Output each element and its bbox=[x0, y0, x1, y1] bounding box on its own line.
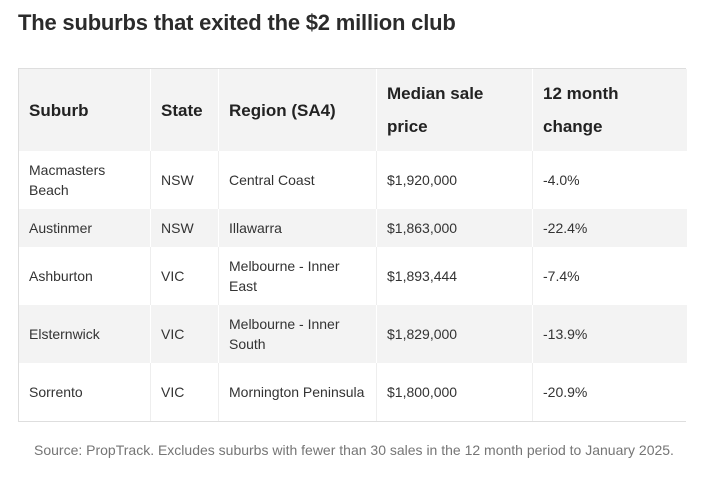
cell-median-price: $1,893,444 bbox=[376, 247, 532, 305]
cell-state: VIC bbox=[150, 363, 218, 421]
cell-suburb: Austinmer bbox=[19, 209, 150, 247]
table-header-row: Suburb State Region (SA4) Median sale pr… bbox=[19, 69, 687, 151]
cell-suburb: Ashburton bbox=[19, 247, 150, 305]
header-12-month-change: 12 month change bbox=[532, 69, 687, 151]
header-state: State bbox=[150, 69, 218, 151]
cell-median-price: $1,863,000 bbox=[376, 209, 532, 247]
cell-change: -22.4% bbox=[532, 209, 687, 247]
table-row: Ashburton VIC Melbourne - Inner East $1,… bbox=[19, 247, 687, 305]
cell-state: VIC bbox=[150, 247, 218, 305]
header-median-sale-price: Median sale price bbox=[376, 69, 532, 151]
cell-suburb: Sorrento bbox=[19, 363, 150, 421]
cell-region: Mornington Peninsula bbox=[218, 363, 376, 421]
cell-state: NSW bbox=[150, 209, 218, 247]
cell-change: -13.9% bbox=[532, 305, 687, 363]
source-note: Source: PropTrack. Excludes suburbs with… bbox=[34, 442, 674, 458]
cell-change: -7.4% bbox=[532, 247, 687, 305]
cell-region: Melbourne - Inner South bbox=[218, 305, 376, 363]
table-row: Sorrento VIC Mornington Peninsula $1,800… bbox=[19, 363, 687, 421]
header-suburb: Suburb bbox=[19, 69, 150, 151]
table-row: Austinmer NSW Illawarra $1,863,000 -22.4… bbox=[19, 209, 687, 247]
table-row: Macmasters Beach NSW Central Coast $1,92… bbox=[19, 151, 687, 209]
cell-state: NSW bbox=[150, 151, 218, 209]
suburbs-table: Suburb State Region (SA4) Median sale pr… bbox=[18, 68, 687, 422]
cell-state: VIC bbox=[150, 305, 218, 363]
cell-change: -4.0% bbox=[532, 151, 687, 209]
cell-region: Melbourne - Inner East bbox=[218, 247, 376, 305]
cell-change: -20.9% bbox=[532, 363, 687, 421]
cell-region: Central Coast bbox=[218, 151, 376, 209]
table-row: Elsternwick VIC Melbourne - Inner South … bbox=[19, 305, 687, 363]
header-region: Region (SA4) bbox=[218, 69, 376, 151]
cell-suburb: Elsternwick bbox=[19, 305, 150, 363]
cell-region: Illawarra bbox=[218, 209, 376, 247]
cell-median-price: $1,829,000 bbox=[376, 305, 532, 363]
cell-median-price: $1,800,000 bbox=[376, 363, 532, 421]
cell-suburb: Macmasters Beach bbox=[19, 151, 150, 209]
page-title: The suburbs that exited the $2 million c… bbox=[18, 10, 456, 35]
cell-median-price: $1,920,000 bbox=[376, 151, 532, 209]
